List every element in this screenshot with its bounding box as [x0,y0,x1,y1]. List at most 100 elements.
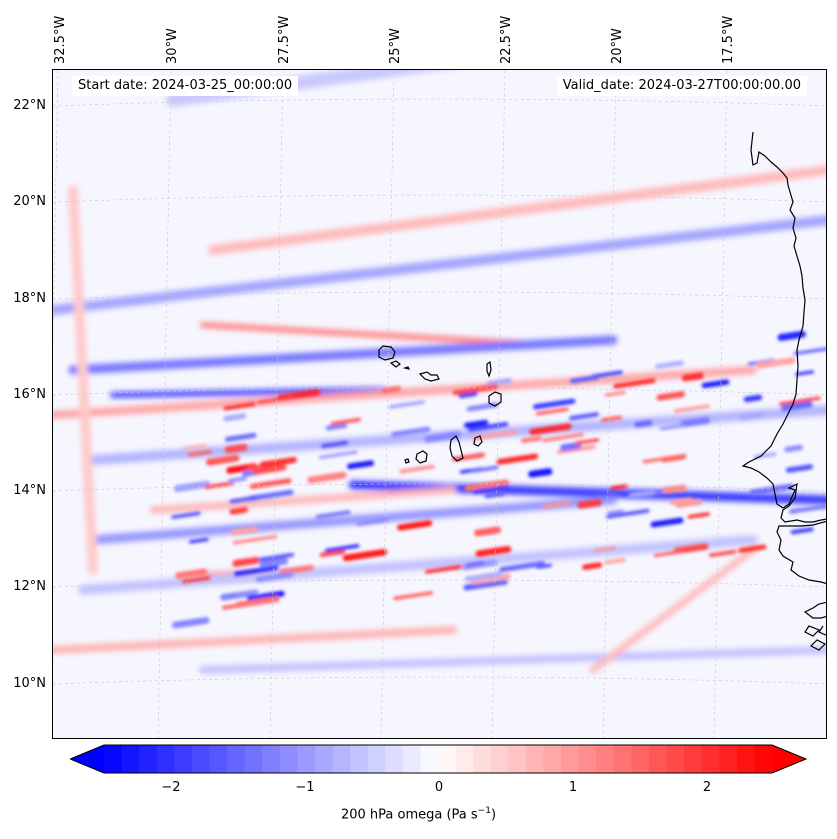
omega-cell [223,402,256,411]
omega-cell [594,546,617,553]
omega-cell [229,495,257,504]
omega-cell [673,543,709,554]
omega-band [348,480,826,505]
omega-cell [496,453,539,465]
omega-cell [601,415,623,423]
colorbar-cell [578,745,597,773]
omega-cell [255,571,294,583]
omega-cell [247,489,294,502]
parallel-gridline [53,194,826,203]
santa-luzia-island [402,366,411,370]
omega-field [53,70,826,738]
omega-cell [591,370,623,379]
colorbar-cell [701,745,720,773]
omega-cell [223,413,247,422]
colorbar-cell [508,745,527,773]
lat-label-10n: 10°N [13,676,46,691]
omega-cell [356,518,389,526]
omega-band [53,215,826,315]
colorbar-cell [314,745,334,773]
colorbar-cell [402,745,422,773]
omega-cell [781,401,813,412]
colorbar-cell [754,745,773,773]
omega-cell [529,423,572,435]
brava-island [404,458,410,464]
omega-cell [778,396,821,406]
omega-cell [473,526,502,537]
omega-cell [739,412,764,420]
omega-cell [528,468,553,478]
omega-cell [642,453,687,464]
colorbar-cell [104,745,123,773]
meridian-gridline [380,70,395,738]
omega-cell [582,562,603,570]
colorbar-cell [490,745,509,773]
omega-cell [189,537,209,544]
omega-cell [182,576,211,584]
omega-cell [452,384,499,396]
colorbar-extend-min [70,745,104,773]
omega-cell [486,378,512,386]
omega-cell [628,489,656,499]
omega-cell [484,490,505,499]
parallel-gridline [53,291,826,300]
valid-date-label: Valid_date: 2024-03-27T00:00:00.00 [556,76,807,96]
omega-cell [388,400,426,409]
colorbar-cell [420,745,439,773]
colorbar-cell [297,745,316,773]
omega-cell [279,564,314,575]
omega-cell [232,556,260,567]
maio-island [473,435,483,447]
colorbar-cell [209,745,228,773]
omega-cell [346,460,375,470]
colorbar-cell [227,745,246,773]
omega-cell [674,404,710,413]
colorbar-cell [156,745,175,773]
parallel-gridline [53,387,826,396]
parallel-gridline [53,98,826,107]
omega-cell [319,549,346,558]
omega-cell [613,378,656,389]
omega-cell [259,456,297,468]
sao-nicolau-island [418,371,440,382]
omega-cell [399,464,435,474]
omega-cell [659,423,685,431]
omega-cell [470,573,511,585]
lat-label-20n: 20°N [13,194,46,209]
omega-map [52,69,827,739]
omega-cell [656,391,686,401]
colorbar-tick-1: 1 [568,780,578,795]
omega-cell [232,534,278,545]
omega-cell [183,444,208,451]
colorbar-cell [262,745,281,773]
omega-cell [784,444,803,453]
fogo-island [415,450,428,464]
omega-cell [321,440,349,448]
colorbar-cell [367,745,386,773]
start-date-label: Start date: 2024-03-25_00:00:00 [72,76,299,96]
colorbar-tick-0: 0 [434,780,444,795]
omega-cell [424,431,461,443]
colorbar-cell [613,745,632,773]
omega-cell [499,560,546,573]
santiago-island [449,435,464,462]
colorbar-cell [438,745,457,773]
omega-cell [307,471,347,484]
omega-cell [342,549,387,562]
omega-cell [175,568,208,580]
omega-cell [755,357,796,369]
omega-cell [743,394,763,403]
omega-cell [556,444,596,455]
boa-vista-island [488,391,502,407]
guinea-bissau-coast [803,601,826,619]
colorbar-tick-2: 2 [702,780,712,795]
colorbar-cell [525,745,545,773]
omega-band [88,495,618,545]
omega-cell [463,578,508,591]
omega-cell [604,557,626,565]
lon-label-27-5w: 27.5°W [277,15,292,64]
colorbar-cell [121,745,140,773]
colorbar-cell [385,745,404,773]
meridian-gridline [157,70,172,738]
omega-cell [753,452,777,459]
